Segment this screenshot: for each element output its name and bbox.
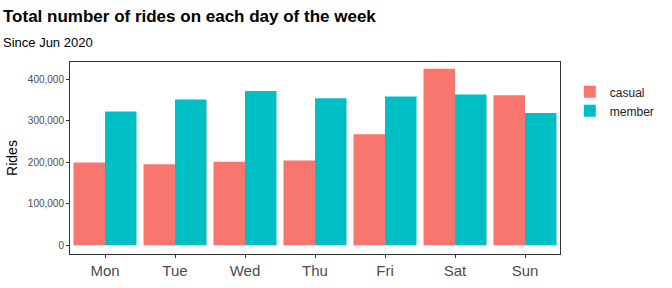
svg-text:Sun: Sun — [512, 262, 539, 279]
svg-text:Thu: Thu — [302, 262, 328, 279]
svg-text:100,000: 100,000 — [28, 198, 65, 209]
svg-text:300,000: 300,000 — [28, 115, 65, 126]
svg-text:Tue: Tue — [162, 262, 187, 279]
svg-text:member: member — [610, 105, 654, 119]
svg-text:Since Jun 2020: Since Jun 2020 — [3, 35, 93, 50]
svg-text:Rides: Rides — [4, 140, 20, 176]
svg-text:0: 0 — [58, 240, 64, 251]
svg-text:200,000: 200,000 — [28, 157, 65, 168]
svg-text:Mon: Mon — [90, 262, 119, 279]
svg-text:casual: casual — [610, 86, 645, 100]
svg-text:Wed: Wed — [230, 262, 261, 279]
svg-text:Sat: Sat — [444, 262, 467, 279]
svg-text:400,000: 400,000 — [28, 74, 65, 85]
svg-text:Fri: Fri — [376, 262, 394, 279]
svg-text:Total number of rides on each: Total number of rides on each day of the… — [3, 7, 376, 26]
